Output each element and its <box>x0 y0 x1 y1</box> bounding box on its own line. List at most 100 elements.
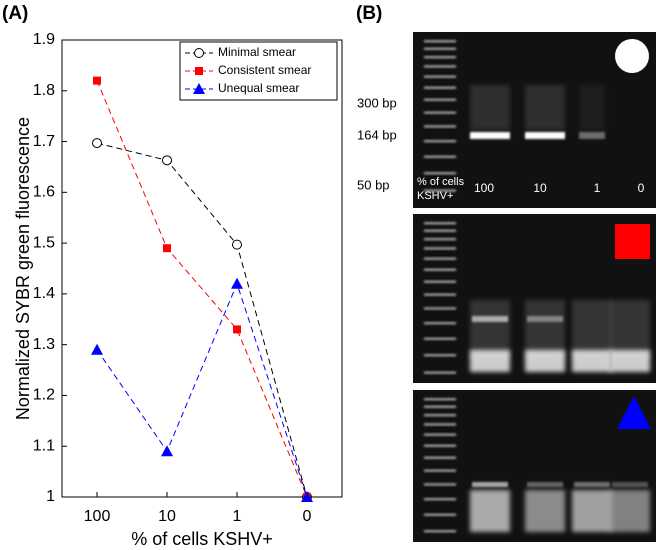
ladder-band <box>424 469 456 472</box>
ladder-band <box>424 47 456 50</box>
marker <box>195 67 203 75</box>
y-axis-label: Normalized SYBR green fluorescence <box>13 117 33 420</box>
ladder-band <box>424 257 456 260</box>
gel-smear <box>470 85 510 130</box>
series-line <box>96 142 308 498</box>
lane-label: 100 <box>474 181 494 195</box>
x-tick-label: 100 <box>84 508 111 525</box>
ladder-band <box>424 513 456 516</box>
gel-band <box>579 132 605 139</box>
ladder-band <box>424 497 456 501</box>
ladder-band <box>424 172 456 175</box>
ladder-band <box>424 354 456 357</box>
minimal-icon <box>615 39 649 73</box>
size-marker: 300 bp <box>357 95 397 110</box>
ladder-band <box>424 280 456 283</box>
ladder-band <box>424 293 456 296</box>
x-tick-label: 10 <box>158 508 176 525</box>
lane-header: KSHV+ <box>417 190 453 202</box>
size-marker: 164 bp <box>357 127 397 142</box>
ladder-band <box>424 237 456 241</box>
ladder-band <box>424 337 456 340</box>
ladder-band <box>424 75 456 78</box>
ladder-band <box>424 268 456 271</box>
marker <box>92 138 102 149</box>
marker <box>194 48 204 58</box>
ladder-band <box>424 371 456 374</box>
marker <box>161 445 173 457</box>
ladder-band <box>424 307 456 310</box>
ladder-band <box>424 405 456 408</box>
ladder-band <box>424 433 456 436</box>
y-tick-label: 1.8 <box>33 82 55 99</box>
gel-smear <box>610 350 650 372</box>
ladder-band <box>424 55 456 59</box>
marker <box>93 76 101 85</box>
legend-label: Minimal smear <box>218 45 296 59</box>
lane-header: % of cells <box>417 176 465 188</box>
consistent-icon <box>615 224 650 259</box>
series-line <box>96 282 308 498</box>
gel-smear <box>610 490 650 532</box>
gel-band <box>612 482 648 487</box>
legend-label: Consistent smear <box>218 63 311 77</box>
gel-smear <box>572 490 612 532</box>
y-tick-label: 1.3 <box>33 336 55 353</box>
ladder-band <box>424 155 456 158</box>
gel-smear <box>579 85 605 130</box>
x-tick-label: 1 <box>233 508 242 525</box>
marker <box>91 343 103 355</box>
ladder-band <box>424 111 456 114</box>
ladder-band <box>424 98 456 101</box>
gel-band <box>525 132 565 139</box>
ladder-band <box>424 125 456 128</box>
gel-smear <box>525 350 565 372</box>
ladder-band <box>424 40 456 43</box>
ladder-band <box>424 456 456 459</box>
ladder-band <box>424 222 456 225</box>
panel-label: (B) <box>356 3 382 24</box>
marker <box>193 83 205 94</box>
series-line <box>96 80 308 498</box>
legend-label: Unequal smear <box>218 81 299 95</box>
y-tick-label: 1.9 <box>33 31 55 48</box>
x-tick-label: 0 <box>303 508 312 525</box>
lane-label: 1 <box>594 181 601 195</box>
lane-label: 10 <box>533 181 547 195</box>
ladder-band <box>424 86 456 89</box>
y-tick-label: 1.4 <box>33 285 55 302</box>
y-tick-label: 1.2 <box>33 387 55 404</box>
marker <box>301 491 313 502</box>
gel-smear <box>470 350 510 372</box>
legend-box <box>179 41 338 101</box>
ladder-band <box>424 189 456 192</box>
y-tick-label: 1.7 <box>33 133 55 150</box>
size-marker: 50 bp <box>357 177 390 192</box>
ladder-band <box>424 139 456 143</box>
gel-smear <box>470 490 510 532</box>
ladder-band <box>424 413 456 417</box>
ladder-band <box>424 229 456 232</box>
y-tick-label: 1.1 <box>33 437 55 454</box>
gel-band <box>527 482 563 487</box>
gel-band <box>470 132 510 139</box>
marker <box>163 244 171 253</box>
gel-images: 100 10 1 0 <box>413 32 656 542</box>
lane-label: 0 <box>638 181 645 195</box>
x-axis-label: % of cells KSHV+ <box>131 529 273 549</box>
y-tick-label: 1.6 <box>33 184 55 201</box>
ladder-band <box>424 247 456 250</box>
gel-band <box>574 482 610 487</box>
ladder-band <box>424 321 456 325</box>
unequal-icon <box>617 396 651 429</box>
ladder-band <box>424 530 456 533</box>
gel-smear <box>525 490 565 532</box>
ladder-band <box>424 65 456 68</box>
ladder-band <box>424 444 456 447</box>
marker <box>162 155 172 166</box>
panel-label: (A) <box>2 3 28 24</box>
gel-band <box>472 482 508 487</box>
